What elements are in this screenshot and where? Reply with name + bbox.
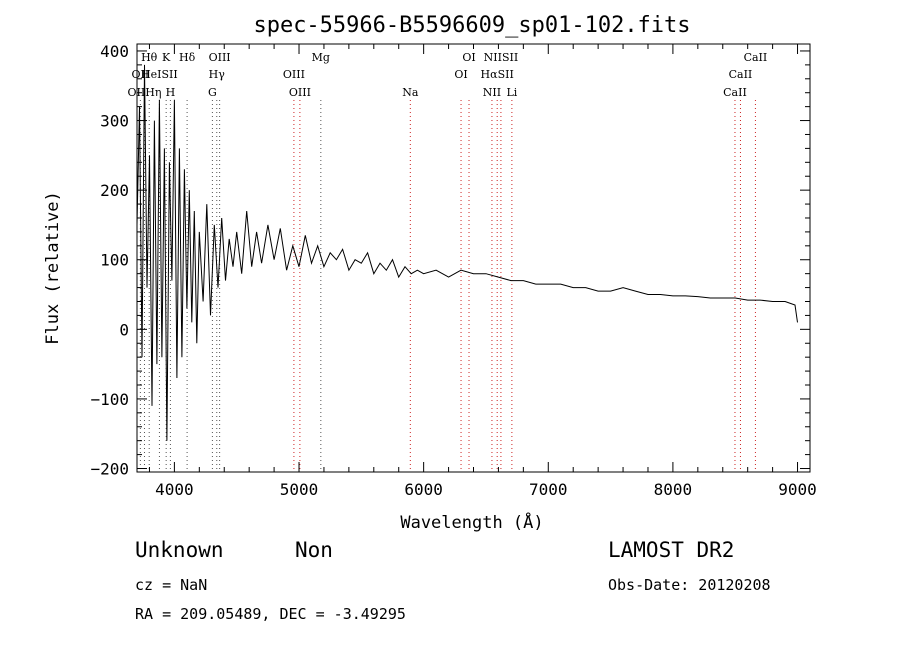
spectral-line-label: NIISII <box>484 51 519 64</box>
spectral-line-label: Hθ <box>141 51 158 64</box>
plot-frame <box>136 43 811 473</box>
survey-label: LAMOST DR2 <box>608 538 735 562</box>
y-tick-label: 0 <box>119 320 129 339</box>
spectral-line-label: OIII <box>289 86 311 99</box>
y-tick-label: 400 <box>100 42 129 61</box>
spectral-line-label: OIII <box>209 51 231 64</box>
spectral-line-label: Na <box>402 86 419 99</box>
chart-title: spec-55966-B5596609_sp01-102.fits <box>253 13 690 38</box>
y-tick-label: 300 <box>100 112 129 131</box>
x-tick-label: 8000 <box>654 480 693 499</box>
spectral-line-label: OI <box>462 51 475 64</box>
y-tick-label: 200 <box>100 181 129 200</box>
x-tick-label: 6000 <box>404 480 443 499</box>
x-tick-label: 9000 <box>778 480 817 499</box>
coordinates: RA = 209.05489, DEC = -3.49295 <box>135 605 406 623</box>
cz-value: cz = NaN <box>135 576 208 594</box>
spectral-line-label: Hγ <box>209 68 226 81</box>
spectral-line-label: CaII <box>744 51 768 64</box>
obs-date: Obs-Date: 20120208 <box>608 576 771 594</box>
spectral-line-label: HeISII <box>141 68 178 81</box>
x-tick-label: 5000 <box>280 480 319 499</box>
spectral-line-label: Li <box>506 86 517 99</box>
spectral-line-label: HαSII <box>481 68 514 81</box>
spectral-line-label: OI <box>454 68 467 81</box>
spectral-line-label: H <box>166 86 176 99</box>
class-label: Unknown <box>135 538 224 562</box>
spectral-line-label: OIII <box>283 68 305 81</box>
spectral-line-label: CaII <box>723 86 747 99</box>
spectral-line-label: Mg <box>312 51 330 64</box>
spectral-line-label: CaII <box>729 68 753 81</box>
x-tick-label: 4000 <box>155 480 194 499</box>
x-tick-label: 7000 <box>529 480 568 499</box>
y-tick-label: −100 <box>90 390 129 409</box>
x-axis-label: Wavelength (Å) <box>400 511 543 533</box>
y-tick-label: 100 <box>100 251 129 270</box>
spectrum-line <box>136 64 798 441</box>
spectral-line-label: G <box>208 86 217 99</box>
spectral-line-label: Hδ <box>179 51 196 64</box>
spectral-line-label: NII <box>483 86 501 99</box>
spectral-line-label: K <box>162 51 171 64</box>
y-tick-label: −200 <box>90 460 129 479</box>
y-axis-label: Flux (relative) <box>43 191 63 345</box>
subclass-label: Non <box>295 538 333 562</box>
